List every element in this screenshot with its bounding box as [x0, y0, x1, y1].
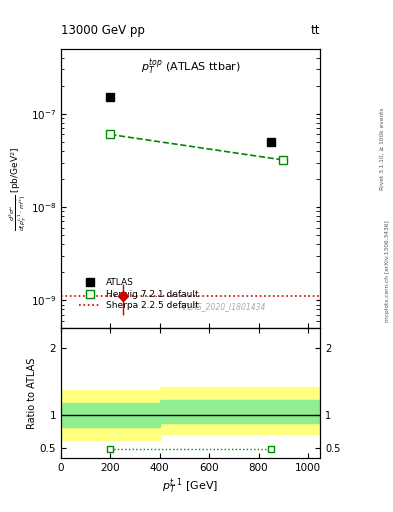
Line: Herwig 7.2.1 default: Herwig 7.2.1 default [106, 131, 287, 164]
Herwig 7.2.1 default [281, 157, 286, 163]
Legend: ATLAS, Herwig 7.2.1 default, Sherpa 2.2.5 default: ATLAS, Herwig 7.2.1 default, Sherpa 2.2.… [76, 276, 201, 313]
Sherpa 2.2.5 default [59, 293, 63, 300]
Sherpa 2.2.5 default [59, 293, 64, 300]
Text: mcplots.cern.ch [arXiv:1306.3436]: mcplots.cern.ch [arXiv:1306.3436] [385, 221, 389, 322]
Y-axis label: $\frac{d^2\sigma^u}{d(p_T^{t,1}\cdot m^{t\bar{t}})}$ [pb/GeV$^2$]: $\frac{d^2\sigma^u}{d(p_T^{t,1}\cdot m^{… [8, 146, 29, 231]
ATLAS [268, 139, 273, 145]
Text: Rivet 3.1.10, ≥ 100k events: Rivet 3.1.10, ≥ 100k events [380, 107, 384, 190]
Line: ATLAS: ATLAS [106, 93, 275, 146]
Text: $p_T^{top}$ (ATLAS ttbar): $p_T^{top}$ (ATLAS ttbar) [141, 57, 241, 77]
Herwig 7.2.1 default [108, 132, 113, 138]
Y-axis label: Ratio to ATLAS: Ratio to ATLAS [27, 357, 37, 429]
Text: ATLAS_2020_I1801434: ATLAS_2020_I1801434 [178, 303, 265, 312]
Text: 13000 GeV pp: 13000 GeV pp [61, 24, 145, 37]
ATLAS [108, 94, 113, 100]
Text: tt: tt [311, 24, 320, 37]
X-axis label: $p_T^{t,1}$ [GeV]: $p_T^{t,1}$ [GeV] [162, 477, 219, 497]
